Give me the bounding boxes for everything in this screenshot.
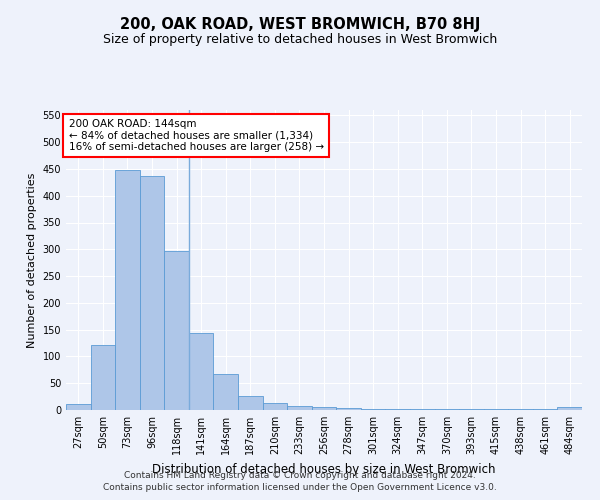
Y-axis label: Number of detached properties: Number of detached properties [27,172,37,348]
Text: Size of property relative to detached houses in West Bromwich: Size of property relative to detached ho… [103,32,497,46]
Bar [189,333,214,410]
Bar [91,344,115,410]
Bar [214,374,238,410]
Bar [140,176,164,410]
Bar [361,409,385,410]
Bar [115,170,140,410]
Text: 200, OAK ROAD, WEST BROMWICH, B70 8HJ: 200, OAK ROAD, WEST BROMWICH, B70 8HJ [120,18,480,32]
Bar [263,403,287,410]
X-axis label: Distribution of detached houses by size in West Bromwich: Distribution of detached houses by size … [152,462,496,475]
Bar [287,406,312,410]
Bar [66,404,91,410]
Bar [557,407,582,410]
Bar [164,251,189,410]
Text: 200 OAK ROAD: 144sqm
← 84% of detached houses are smaller (1,334)
16% of semi-de: 200 OAK ROAD: 144sqm ← 84% of detached h… [68,119,324,152]
Text: Contains HM Land Registry data © Crown copyright and database right 2024.
Contai: Contains HM Land Registry data © Crown c… [103,471,497,492]
Bar [238,396,263,410]
Bar [336,408,361,410]
Bar [312,408,336,410]
